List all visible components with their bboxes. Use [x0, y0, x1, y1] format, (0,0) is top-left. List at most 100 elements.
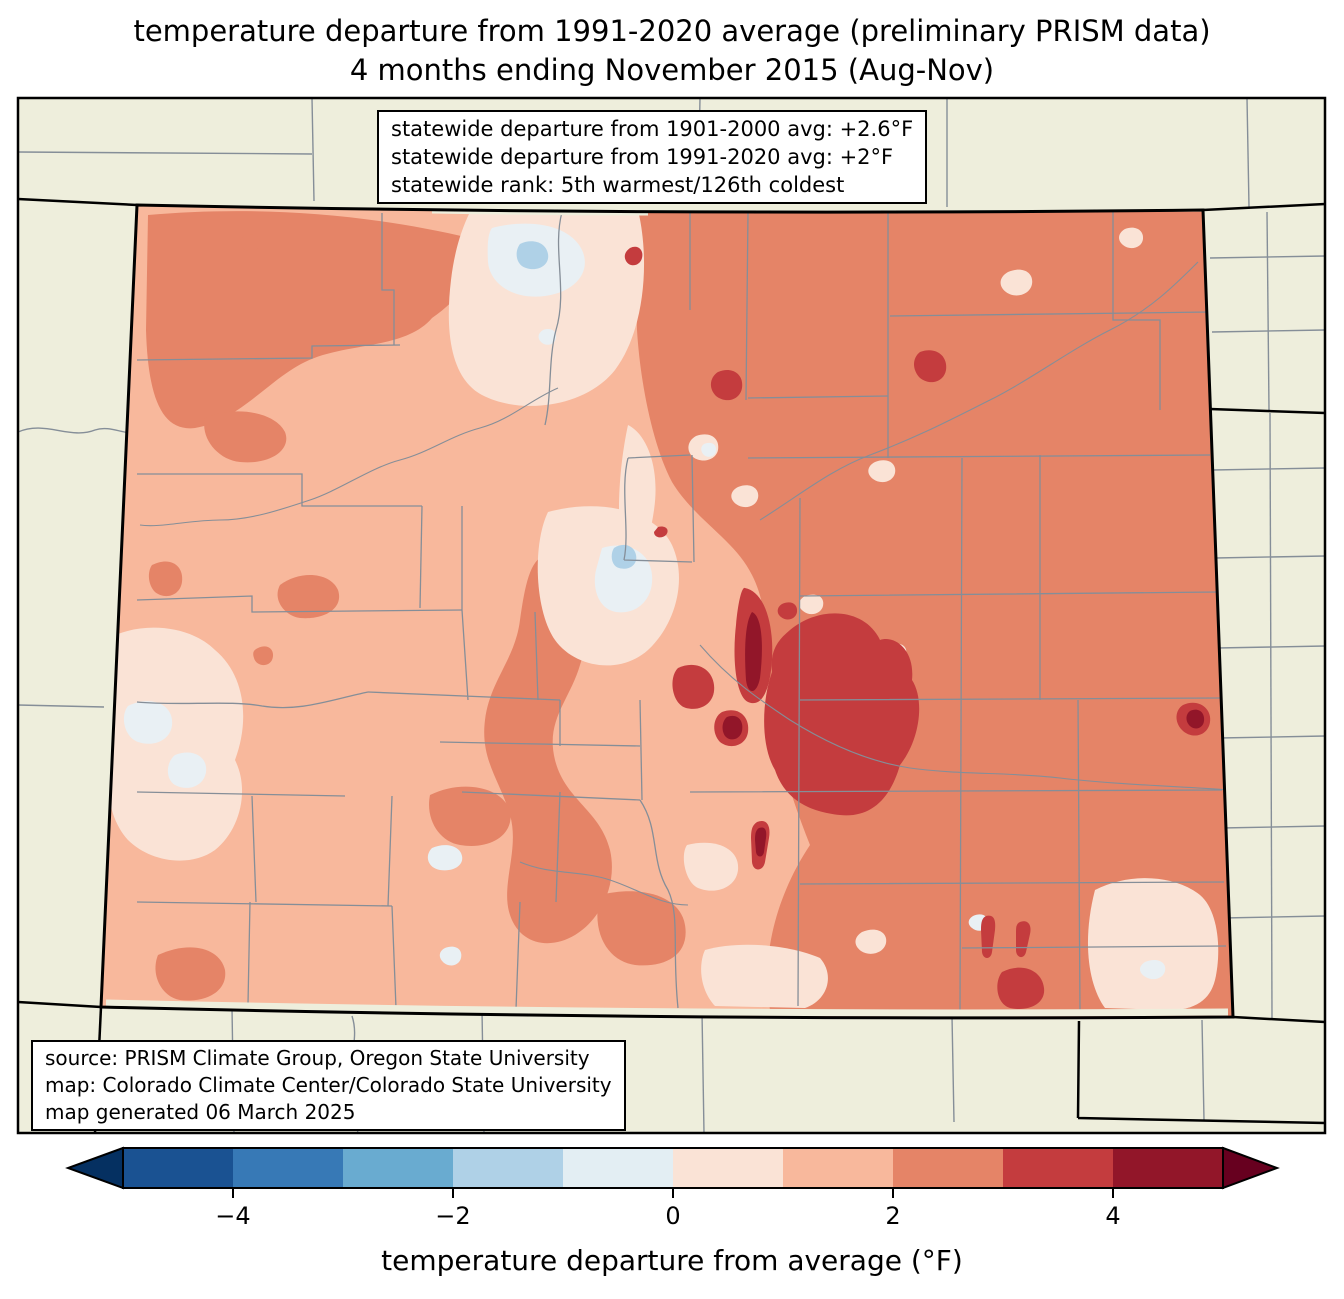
contour-region	[799, 594, 824, 615]
county-line	[387, 795, 393, 907]
contour-region	[1139, 960, 1166, 980]
colorbar-segment	[673, 1148, 783, 1188]
county-line	[639, 699, 643, 801]
county-line	[797, 455, 1081, 1013]
county-line	[439, 741, 641, 801]
colorbar-segment	[233, 1148, 343, 1188]
colorbar-segment	[123, 1148, 233, 1188]
contour-region	[855, 929, 887, 954]
chart-title-line-1: temperature departure from 1991-2020 ave…	[133, 14, 1211, 48]
county-line	[1216, 645, 1326, 649]
county-line	[1112, 212, 1161, 410]
source-line-3: map generated 06 March 2025	[45, 1100, 356, 1124]
county-line	[136, 791, 346, 797]
colorbar-axis-label: temperature departure from average (°F)	[381, 1244, 963, 1277]
county-line	[639, 799, 679, 1009]
contour-region	[240, 234, 261, 252]
axes-frame	[16, 96, 1327, 1135]
chart-title-line-2: 4 months ending November 2015 (Aug-Nov)	[349, 53, 995, 87]
county-line	[1222, 915, 1326, 919]
contour-region	[597, 891, 686, 966]
colorbar-segment	[1003, 1148, 1113, 1188]
colorbar-tick-label: 2	[885, 1202, 901, 1230]
contour-region	[1000, 269, 1033, 296]
source-line-1: source: PRISM Climate Group, Oregon Stat…	[45, 1046, 590, 1070]
county-line	[747, 395, 889, 399]
contour-region	[914, 350, 947, 383]
county-line	[1214, 555, 1326, 559]
county-line	[17, 704, 105, 708]
contour-region	[701, 944, 828, 1008]
contour-region	[624, 246, 643, 266]
contour-region	[635, 210, 1233, 1016]
contour-region	[101, 627, 244, 861]
county-line	[136, 344, 401, 361]
data-gap-strip	[105, 999, 1229, 1017]
river	[699, 644, 1231, 791]
contour-region	[146, 211, 479, 429]
contour-region	[204, 411, 287, 463]
contour-region	[745, 612, 762, 692]
county-line	[544, 211, 563, 426]
colorbar	[65, 1146, 1280, 1198]
source-line-2: map: Colorado Climate Center/Colorado St…	[45, 1073, 612, 1097]
county-line	[689, 211, 889, 458]
colorbar-segment	[343, 1148, 453, 1188]
contour-region	[167, 752, 207, 788]
county-line	[1211, 329, 1326, 333]
stats-line-3: statewide rank: 5th warmest/126th coldes…	[391, 173, 845, 197]
colorbar-segment	[1113, 1148, 1223, 1188]
contour-region	[516, 241, 549, 270]
river	[139, 387, 559, 527]
contour-region	[710, 369, 743, 401]
county-line	[136, 595, 463, 613]
colorbar-over-arrow	[1222, 1146, 1280, 1190]
contour-region	[123, 701, 173, 744]
county-line	[136, 901, 393, 907]
county-line	[1218, 735, 1326, 739]
contour-region	[672, 664, 715, 709]
contour-region	[868, 460, 896, 483]
county-line	[1201, 1019, 1205, 1121]
contour-region	[997, 967, 1045, 1010]
county-line	[1266, 211, 1270, 411]
colorbar-tick-label: 0	[665, 1202, 681, 1230]
county-line	[247, 901, 521, 1010]
colorado-temperature-field	[101, 205, 1233, 1018]
colorbar-segment	[563, 1148, 673, 1188]
contour-region	[253, 646, 274, 666]
contour-region	[1186, 709, 1205, 729]
contour-region	[594, 545, 653, 613]
county-line	[137, 473, 422, 507]
county-line	[951, 1015, 955, 1123]
county-line	[367, 609, 561, 701]
county-line	[17, 151, 313, 155]
contour-region	[429, 786, 511, 846]
stats-line-1: statewide departure from 1901-2000 avg: …	[391, 117, 914, 141]
colorbar-tick-label: −4	[215, 1202, 251, 1230]
county-line	[623, 454, 695, 563]
colorbar-ticks	[232, 1188, 1114, 1198]
river	[759, 261, 1199, 521]
contour-region	[777, 602, 798, 620]
county-line	[555, 791, 561, 903]
colorbar-segment	[893, 1148, 1003, 1188]
contour-region	[731, 485, 759, 508]
county-line	[381, 213, 395, 345]
contour-region	[683, 842, 739, 891]
contour-region	[1119, 227, 1144, 249]
county-line	[419, 505, 423, 609]
county-line	[1212, 467, 1326, 471]
colorbar-segment	[453, 1148, 563, 1188]
contour-region	[439, 946, 462, 966]
county-line	[311, 97, 315, 202]
county-line	[889, 311, 1213, 317]
county-line	[701, 1011, 705, 1134]
state-line	[17, 197, 1326, 212]
contour-2-3F	[146, 210, 1233, 1016]
contour-region	[538, 328, 557, 345]
contour-region	[654, 526, 668, 538]
county-line	[534, 611, 561, 746]
